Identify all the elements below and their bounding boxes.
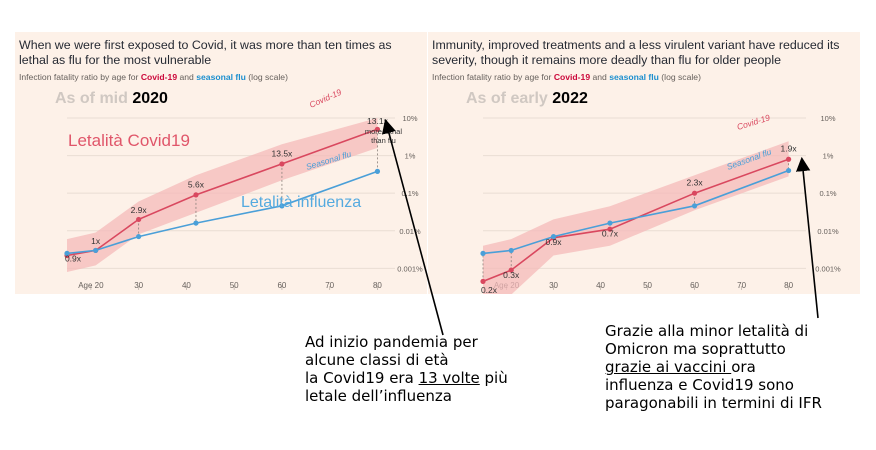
x-tick-label: 40 xyxy=(182,281,191,290)
ratio-note: more lethal xyxy=(365,127,402,136)
annotation-2020: Ad inizio pandemia per alcune classi di e… xyxy=(305,333,508,405)
covid-data-point xyxy=(480,278,486,284)
overlay-flu-label: Letalità influenza xyxy=(241,194,361,211)
ratio-label: 2.3x xyxy=(687,178,704,188)
ratio-label: 5.6x xyxy=(188,180,205,190)
ratio-label: 13.5x xyxy=(272,148,294,158)
covid-series-label: Covid-19 xyxy=(736,112,772,132)
flu-data-point xyxy=(279,203,285,209)
flu-data-point xyxy=(374,168,381,174)
ratio-label: 0.9x xyxy=(545,237,562,247)
y-tick-label: 0.001% xyxy=(397,264,423,273)
chart-panel-2020: When we were first exposed to Covid, it … xyxy=(15,32,427,294)
covid-data-point xyxy=(374,126,381,132)
ratio-label: 1.9x xyxy=(781,143,798,153)
covid-data-point xyxy=(136,216,142,223)
flu-data-point xyxy=(691,203,698,209)
y-tick-label: 0.1% xyxy=(819,189,836,198)
period-label: As of mid 2020 xyxy=(55,90,168,107)
covid-data-point xyxy=(691,190,698,196)
ratio-label: 0.3x xyxy=(503,270,520,280)
ratio-note: than flu xyxy=(371,136,396,145)
covid-uncertainty-band xyxy=(67,118,378,272)
flu-data-point xyxy=(785,167,792,174)
x-tick-label: 70 xyxy=(325,281,334,290)
covid-data-point xyxy=(785,156,792,162)
x-tick-label: 80 xyxy=(373,281,382,290)
x-tick-label: 60 xyxy=(277,281,286,290)
covid-series-line xyxy=(482,158,789,283)
y-tick-label: 1% xyxy=(823,152,834,161)
flu-data-point xyxy=(93,247,99,254)
covid-data-point xyxy=(607,226,613,232)
x-tick-label: 50 xyxy=(643,281,652,290)
x-tick-label: 70 xyxy=(737,281,746,290)
flu-data-point xyxy=(607,220,613,226)
covid-data-point xyxy=(508,267,514,273)
chart-title: Immunity, improved treatments and a less… xyxy=(432,38,840,67)
x-tick-label: 30 xyxy=(134,281,143,290)
x-tick-label: 40 xyxy=(596,281,605,290)
x-tick-label: 60 xyxy=(690,281,699,290)
y-tick-label: 0.1% xyxy=(401,189,418,198)
flu-data-point xyxy=(193,220,199,226)
flu-data-point xyxy=(64,250,70,256)
chart-subtitle: Infection fatality ratio by age for Covi… xyxy=(19,72,288,82)
period-label: As of early 2022 xyxy=(466,90,588,107)
x-tick-label: 80 xyxy=(784,281,793,290)
y-tick-label: 1% xyxy=(405,152,416,161)
y-tick-label: 10% xyxy=(402,114,417,123)
flu-series-line xyxy=(482,169,789,255)
flu-data-point xyxy=(508,247,514,254)
y-tick-label: 0.001% xyxy=(815,264,841,273)
flu-data-point xyxy=(136,233,142,240)
ifr-chart-2020: 10% 1% 0.1% 0.01% 0.001% Age 20 30 40 50 60 70 80 As… xyxy=(55,87,423,290)
flu-series-line xyxy=(66,170,378,255)
chart-panel-2022: Immunity, improved treatments and a less… xyxy=(428,32,860,294)
x-tick-label: 30 xyxy=(549,281,558,290)
y-tick-label: 0.01% xyxy=(817,227,839,236)
ratio-label: 2.9x xyxy=(131,205,148,215)
annotation-2022: Grazie alla minor letalità di Omicron ma … xyxy=(605,322,822,412)
chart-title: When we were first exposed to Covid, it … xyxy=(19,38,392,67)
ratio-label: 0.7x xyxy=(602,229,619,239)
flu-data-point xyxy=(480,250,486,256)
x-tick-label: 50 xyxy=(230,281,239,290)
ratio-label: 13.1x xyxy=(367,116,389,126)
chart-subtitle: Infection fatality ratio by age for Covi… xyxy=(432,72,701,82)
flu-data-point xyxy=(550,233,557,240)
ratio-label: 0.2x xyxy=(481,285,498,294)
x-tick-label: Age 20 xyxy=(78,281,104,290)
y-tick-label: 0.01% xyxy=(399,227,421,236)
ratio-label: 1x xyxy=(91,236,101,246)
covid-series-label: Covid-19 xyxy=(308,87,343,110)
y-tick-label: 10% xyxy=(820,114,835,123)
covid-data-point xyxy=(279,161,285,167)
ratio-label: 0.9x xyxy=(65,254,82,264)
overlay-covid-label: Letalità Covid19 xyxy=(68,131,190,150)
covid-data-point xyxy=(193,192,199,198)
ifr-chart-2022: 10%1%0.1%0.01%0.001%Age 20304050607080As… xyxy=(466,90,841,294)
